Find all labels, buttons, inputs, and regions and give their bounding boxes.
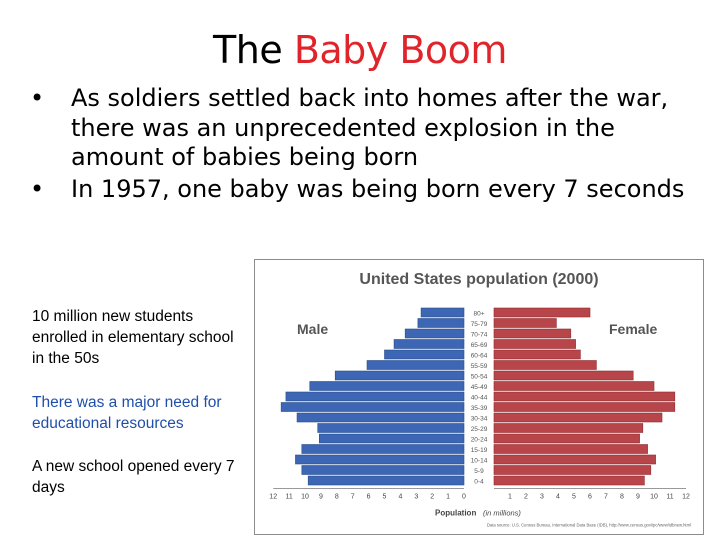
bullet-item: In 1957, one baby was being born every 7… <box>30 175 690 205</box>
age-label: 55-59 <box>471 363 488 370</box>
x-tick-label: 10 <box>301 494 309 501</box>
bar-male-70-74 <box>404 328 465 339</box>
x-tick-label: 9 <box>636 494 640 501</box>
bar-female-25-29 <box>493 423 644 433</box>
x-tick-label: 2 <box>430 494 434 501</box>
bar-female-50-54 <box>493 370 634 381</box>
x-tick-label: 10 <box>650 494 658 501</box>
age-label: 45-49 <box>471 384 488 391</box>
age-label: 15-19 <box>471 447 488 454</box>
side-note-resources: There was a major need for educational r… <box>32 394 222 432</box>
x-tick-label: 11 <box>666 494 673 501</box>
x-axis-label: Population <box>435 509 476 518</box>
age-label: 60-64 <box>471 353 488 360</box>
bar-male-55-59 <box>366 360 465 370</box>
x-tick-label: 2 <box>524 494 528 501</box>
x-tick-label: 8 <box>620 494 624 501</box>
bar-female-55-59 <box>493 360 597 370</box>
x-tick-label: 12 <box>682 494 690 501</box>
x-tick-label: 9 <box>319 494 323 501</box>
x-tick-label: 3 <box>540 494 544 501</box>
title-part-2: Baby Boom <box>293 28 508 72</box>
age-label: 50-54 <box>471 374 488 381</box>
chart-title: United States population (2000) <box>359 271 598 288</box>
x-tick-label: 6 <box>367 494 371 501</box>
bullet-item: As soldiers settled back into homes afte… <box>30 84 690 173</box>
x-tick-label: 4 <box>556 494 560 501</box>
bar-female-40-44 <box>493 391 676 402</box>
bar-male-5-9 <box>301 465 465 475</box>
chart-source: Data source: U.S. Census Bureau, Interna… <box>487 523 691 528</box>
bar-male-10-14 <box>295 454 465 465</box>
bar-female-15-19 <box>493 444 648 454</box>
age-label: 70-74 <box>471 332 488 339</box>
bar-male-45-49 <box>309 381 465 391</box>
x-tick-label: 8 <box>335 494 339 501</box>
bar-female-75-79 <box>493 318 557 328</box>
x-tick-label: 1 <box>446 494 450 501</box>
population-pyramid-svg: United States population (2000) Male Femal… <box>269 271 691 528</box>
age-label: 0-4 <box>474 479 484 486</box>
slide-title: The Baby Boom <box>0 28 720 72</box>
x-tick-label: 7 <box>604 494 608 501</box>
bar-female-5-9 <box>493 465 652 475</box>
x-tick-label: 0 <box>462 494 466 501</box>
bar-female-20-24 <box>493 433 640 444</box>
bar-female-60-64 <box>493 349 581 360</box>
age-label: 10-14 <box>471 458 488 465</box>
legend-female: Female <box>609 321 657 337</box>
bar-male-15-19 <box>301 444 465 454</box>
age-label: 35-39 <box>471 405 488 412</box>
bar-male-75-79 <box>417 318 465 328</box>
bar-male-30-34 <box>296 412 465 423</box>
x-tick-label: 6 <box>588 494 592 501</box>
bar-female-35-39 <box>493 402 676 412</box>
age-label: 20-24 <box>471 437 488 444</box>
bar-female-45-49 <box>493 381 655 391</box>
bar-female-80+ <box>493 307 591 318</box>
age-label: 80+ <box>473 311 484 318</box>
bar-female-10-14 <box>493 454 656 465</box>
age-label: 40-44 <box>471 395 488 402</box>
bar-female-30-34 <box>493 412 663 423</box>
x-tick-label: 5 <box>383 494 387 501</box>
bar-male-20-24 <box>319 433 465 444</box>
bar-male-80+ <box>420 307 465 318</box>
x-tick-label: 3 <box>414 494 418 501</box>
side-note-students: 10 million new students enrolled in elem… <box>32 308 234 367</box>
x-axis-unit: (in millions) <box>483 509 521 518</box>
age-label: 75-79 <box>471 321 488 328</box>
bar-male-40-44 <box>285 391 465 402</box>
age-label: 5-9 <box>474 468 484 475</box>
bullet-list: As soldiers settled back into homes afte… <box>30 84 690 206</box>
bar-male-60-64 <box>384 349 465 360</box>
population-pyramid-chart: United States population (2000) Male Femal… <box>254 259 704 535</box>
bar-female-70-74 <box>493 328 572 339</box>
side-note-schools: A new school opened every 7 days <box>32 458 235 496</box>
x-tick-label: 11 <box>285 494 292 501</box>
bar-male-50-54 <box>334 370 465 381</box>
bar-female-65-69 <box>493 339 576 349</box>
age-label: 65-69 <box>471 342 488 349</box>
bar-male-35-39 <box>280 402 465 412</box>
x-tick-label: 5 <box>572 494 576 501</box>
x-tick-label: 7 <box>351 494 355 501</box>
title-part-1: The <box>213 28 283 72</box>
legend-male: Male <box>297 321 328 337</box>
x-tick-label: 4 <box>398 494 402 501</box>
x-tick-label: 1 <box>508 494 512 501</box>
age-label: 25-29 <box>471 426 488 433</box>
x-tick-label: 12 <box>269 494 277 501</box>
bar-female-0-4 <box>493 475 645 486</box>
bar-male-65-69 <box>393 339 465 349</box>
bar-male-0-4 <box>307 475 465 486</box>
bar-male-25-29 <box>317 423 465 433</box>
age-label: 30-34 <box>471 416 488 423</box>
